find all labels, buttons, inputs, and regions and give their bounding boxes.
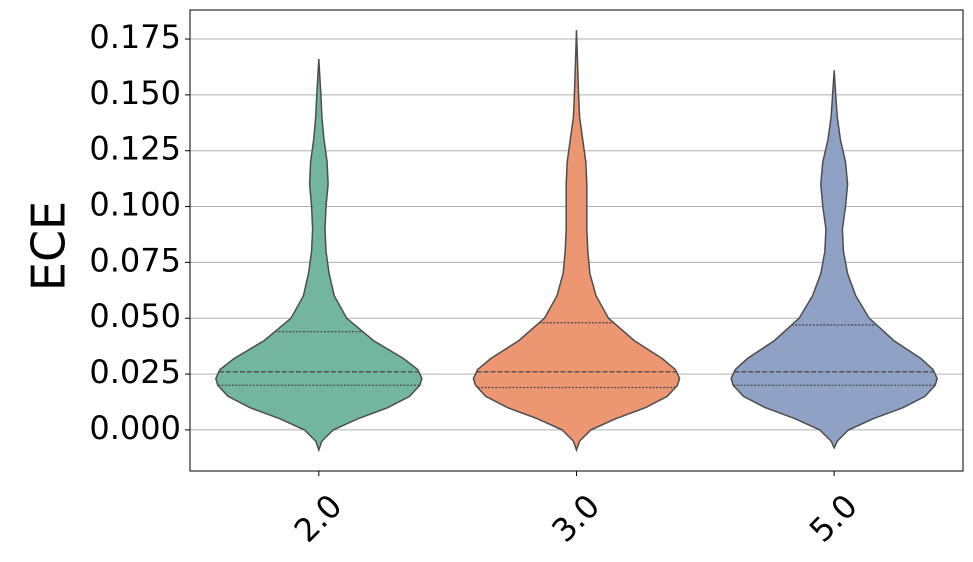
- y-tick-label: 0.000: [89, 409, 181, 447]
- x-tick-label: 5.0: [802, 487, 865, 550]
- violin: [215, 59, 423, 453]
- violin: [730, 70, 938, 450]
- y-tick-label: 0.125: [89, 130, 181, 168]
- y-tick-label: 0.100: [89, 186, 181, 224]
- plot-frame: [189, 9, 964, 472]
- y-tick-label: 0.150: [89, 74, 181, 112]
- y-tick-label: 0.075: [89, 241, 181, 279]
- y-tick-label: 0.175: [89, 18, 181, 56]
- violin: [472, 30, 681, 453]
- y-tick-label: 0.025: [89, 353, 181, 391]
- x-tick-label: 2.0: [287, 487, 350, 550]
- y-axis-label: ECE: [22, 201, 76, 291]
- y-tick-label: 0.050: [89, 297, 181, 335]
- x-tick-label: 3.0: [544, 487, 607, 550]
